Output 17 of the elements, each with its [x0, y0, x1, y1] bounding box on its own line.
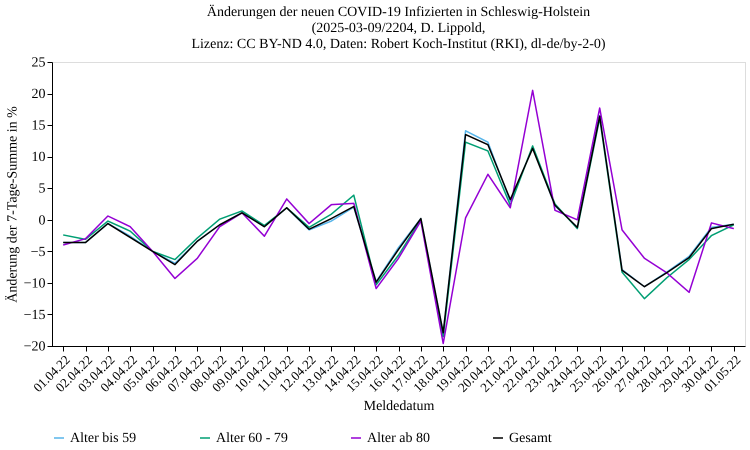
y-tick-label: 25: [32, 56, 46, 70]
y-tick-label: −5: [30, 244, 46, 260]
y-tick-label: 15: [32, 118, 46, 134]
y-tick-label: 5: [38, 182, 46, 197]
x-axis-title: Meldedatum: [364, 398, 434, 414]
y-tick-label: −10: [24, 276, 46, 292]
y-axis-title: Änderung der 7-Tage-Summe in %: [4, 106, 21, 303]
y-tick-label: 20: [32, 87, 46, 102]
y-tick-label: 10: [32, 150, 46, 166]
legend-label: Alter bis 59: [70, 431, 136, 446]
chart-title: Änderungen der neuen COVID-19 Infizierten in Schleswig-Holstein (2025-03-09/2204, D. Lippold, Lizenz: CC BY-ND 4.0, Daten: Robert Koch-Institut (RKI), dl-de/by-2-0): [191, 4, 606, 52]
legend-label: Alter 60 - 79: [216, 431, 288, 446]
y-tick-label: −15: [24, 308, 46, 323]
y-tick-label: 0: [38, 213, 46, 228]
legend-label: Gesamt: [509, 431, 552, 446]
y-tick-label: −20: [24, 340, 46, 354]
legend-label: Alter ab 80: [367, 431, 430, 446]
